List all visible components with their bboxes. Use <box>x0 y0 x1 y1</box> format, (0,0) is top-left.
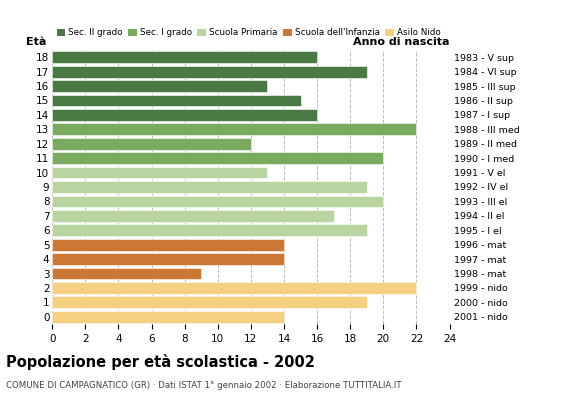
Bar <box>52 80 267 92</box>
Bar <box>52 94 300 106</box>
Bar <box>52 181 367 193</box>
Text: Popolazione per età scolastica - 2002: Popolazione per età scolastica - 2002 <box>6 354 315 370</box>
Bar <box>52 109 317 121</box>
Text: Età: Età <box>26 37 47 47</box>
Bar <box>52 224 367 236</box>
Bar <box>52 239 284 250</box>
Bar <box>52 253 284 265</box>
Text: COMUNE DI CAMPAGNATICO (GR) · Dati ISTAT 1° gennaio 2002 · Elaborazione TUTTITAL: COMUNE DI CAMPAGNATICO (GR) · Dati ISTAT… <box>6 381 401 390</box>
Bar <box>52 124 416 135</box>
Legend: Sec. II grado, Sec. I grado, Scuola Primaria, Scuola dell'Infanzia, Asilo Nido: Sec. II grado, Sec. I grado, Scuola Prim… <box>57 28 441 38</box>
Bar <box>52 167 267 178</box>
Bar <box>52 296 367 308</box>
Bar <box>52 66 367 78</box>
Bar <box>52 196 383 207</box>
Bar <box>52 268 201 280</box>
Bar <box>52 282 416 294</box>
Bar <box>52 138 251 150</box>
Bar <box>52 152 383 164</box>
Bar <box>52 51 317 63</box>
Text: Anno di nascita: Anno di nascita <box>353 37 450 47</box>
Bar <box>52 210 334 222</box>
Bar <box>52 311 284 323</box>
